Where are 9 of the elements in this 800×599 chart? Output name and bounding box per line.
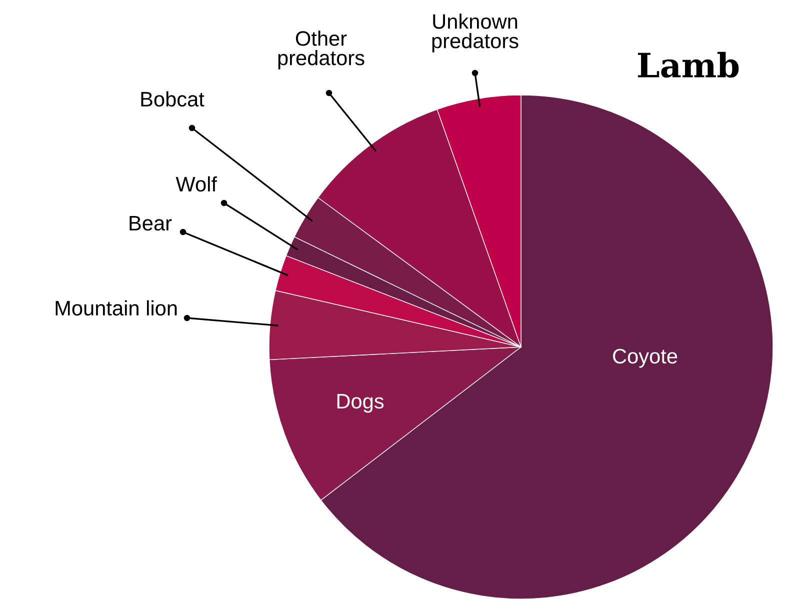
slice-label: Unknown predators	[432, 14, 518, 52]
slice-label: Wolf	[176, 176, 218, 192]
slice-label: Other predators	[278, 30, 364, 70]
text: Lamb	[638, 52, 739, 78]
slice-label: Bear	[130, 216, 172, 231]
slice-label: Coyote	[613, 348, 678, 368]
slice-label: Bobcat	[141, 91, 204, 107]
slice-label: Mountain lion	[56, 300, 177, 316]
slice-label: Dogs	[337, 394, 384, 413]
